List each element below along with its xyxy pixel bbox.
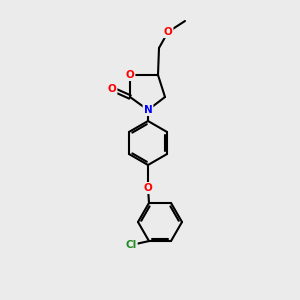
Text: O: O (144, 183, 152, 193)
Text: O: O (164, 27, 172, 37)
Text: O: O (126, 70, 134, 80)
Text: O: O (108, 84, 116, 94)
Text: N: N (144, 105, 152, 115)
Text: Cl: Cl (125, 240, 136, 250)
